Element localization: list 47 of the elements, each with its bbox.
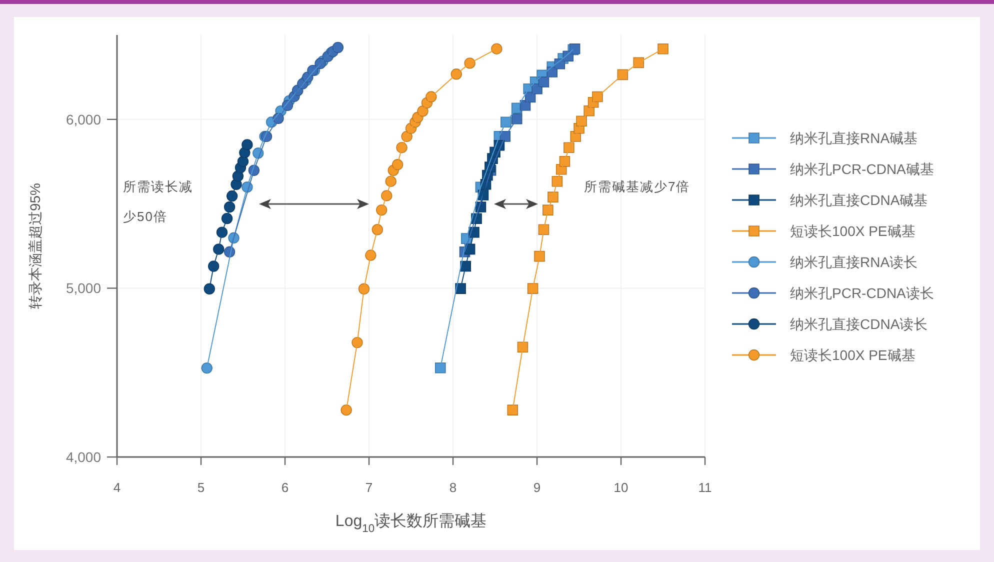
point <box>455 283 466 294</box>
point <box>538 224 550 236</box>
x-tick-label: 9 <box>533 480 541 495</box>
point <box>396 142 408 154</box>
x-axis-title: Log$_{10}$读长数所需碱基 <box>335 512 487 535</box>
y-tick-label: 5,000 <box>66 280 102 296</box>
x-tick-label: 6 <box>281 480 289 495</box>
y-tick-label: 6,000 <box>66 111 102 128</box>
point <box>542 204 554 216</box>
point <box>201 362 212 374</box>
point <box>534 250 545 262</box>
legend-label: 纳米孔PCR-CDNA碱基 <box>790 161 934 177</box>
point <box>548 192 558 202</box>
legend-label: 短读长100X PE碱基 <box>790 347 916 363</box>
point <box>204 283 215 294</box>
point <box>491 43 502 54</box>
legend-label: 纳米孔直接CDNA读长 <box>790 316 928 332</box>
annotation: 所需读长减少50倍 <box>123 178 194 226</box>
legend-label: 纳米孔直接RNA读长 <box>790 254 918 270</box>
y-axis-title: 转录本涵盖超过95% <box>27 182 43 310</box>
point <box>216 226 228 238</box>
point <box>576 116 587 126</box>
point <box>507 404 518 416</box>
legend-label: 纳米孔直接RNA碱基 <box>790 130 918 146</box>
point <box>559 156 570 167</box>
x-tick-label: 8 <box>449 480 457 495</box>
point <box>340 404 352 416</box>
point <box>527 283 538 294</box>
point <box>332 42 344 54</box>
point <box>242 139 253 150</box>
x-tick-label: 10 <box>614 480 628 495</box>
point <box>208 260 220 272</box>
y-tick-label: 4,000 <box>66 449 102 465</box>
x-tick-label: 4 <box>113 480 121 495</box>
point <box>564 142 574 153</box>
point <box>500 116 512 128</box>
point <box>517 342 528 353</box>
annotation: 所需碱基减少7倍 <box>584 178 692 196</box>
point <box>352 336 363 348</box>
point <box>658 43 668 54</box>
x-tick-label: 5 <box>197 480 205 495</box>
legend-label: 短读长100X PE碱基 <box>790 223 916 239</box>
x-tick-label: 7 <box>365 480 373 495</box>
x-tick-label: 11 <box>698 480 712 495</box>
legend-label: 纳米孔直接CDNA碱基 <box>790 192 928 208</box>
point <box>435 362 446 374</box>
legend-label: 纳米孔PCR-CDNA读长 <box>790 285 934 301</box>
